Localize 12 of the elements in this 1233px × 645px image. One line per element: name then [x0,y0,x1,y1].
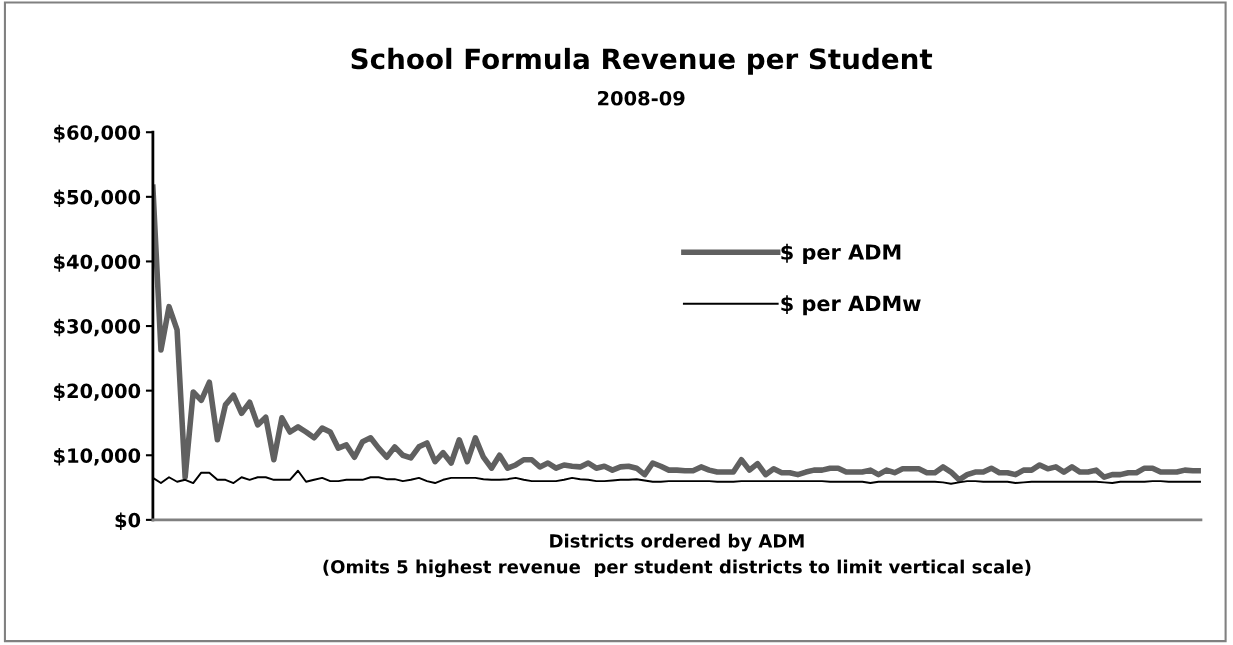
y-tick-label: $60,000 [54,124,141,143]
y-tick-label: $50,000 [54,189,141,208]
y-tick-label: $40,000 [54,254,141,272]
y-tick-label: $10,000 [54,447,141,466]
y-tick-label: $30,000 [54,318,141,337]
legend-label: $ per ADM [781,243,901,264]
x-axis-title: Districts ordered by ADM (Omits 5 highest revenue per student districts to limit vertical scale) [323,533,1031,578]
chart-subtitle: 2008-09 [598,90,685,106]
legend-label: $ per ADMw [781,295,921,316]
y-tick-label: $20,000 [54,383,141,401]
y-tick-label: $0 [115,512,141,531]
chart-title: School Formula Revenue per Student [351,47,933,75]
